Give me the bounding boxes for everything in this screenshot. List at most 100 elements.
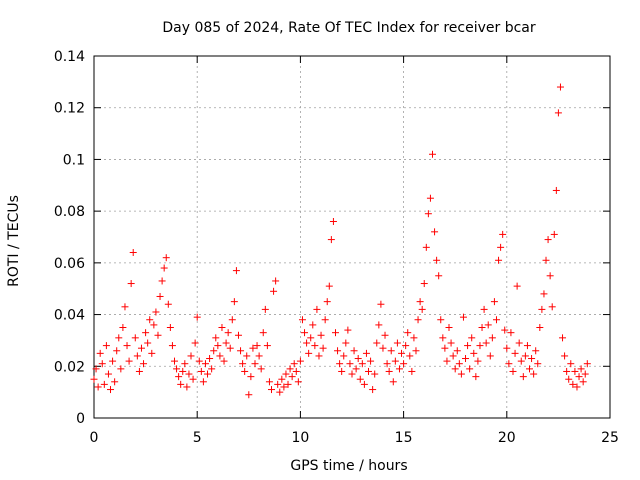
data-point bbox=[156, 292, 164, 300]
data-point bbox=[548, 303, 556, 311]
data-point bbox=[286, 365, 294, 373]
data-point bbox=[470, 349, 478, 357]
data-point bbox=[96, 349, 104, 357]
data-point bbox=[420, 280, 428, 288]
data-point bbox=[191, 339, 199, 347]
data-point bbox=[109, 357, 117, 365]
data-point bbox=[107, 386, 115, 394]
data-point bbox=[208, 365, 216, 373]
data-point bbox=[170, 357, 178, 365]
data-point bbox=[441, 344, 449, 352]
data-point bbox=[187, 352, 195, 360]
data-point bbox=[538, 305, 546, 313]
data-point bbox=[466, 365, 474, 373]
data-point bbox=[144, 339, 152, 347]
data-point bbox=[426, 194, 434, 202]
data-point bbox=[220, 357, 228, 365]
data-point bbox=[222, 339, 230, 347]
data-point bbox=[290, 360, 298, 368]
data-point bbox=[307, 334, 315, 342]
data-point bbox=[336, 360, 344, 368]
data-point bbox=[121, 303, 129, 311]
data-point bbox=[362, 349, 370, 357]
data-point bbox=[150, 321, 158, 329]
data-point bbox=[497, 243, 505, 251]
data-point bbox=[387, 347, 395, 355]
data-point bbox=[234, 331, 242, 339]
data-point bbox=[261, 305, 269, 313]
data-point bbox=[369, 386, 377, 394]
data-point bbox=[404, 329, 412, 337]
data-point bbox=[162, 254, 170, 262]
data-point bbox=[575, 373, 583, 381]
chart-title: Day 085 of 2024, Rate Of TEC Index for r… bbox=[162, 20, 536, 36]
data-point bbox=[412, 347, 420, 355]
data-point bbox=[453, 347, 461, 355]
data-point bbox=[559, 334, 567, 342]
data-point bbox=[224, 329, 232, 337]
y-axis-label: ROTI / TECUs bbox=[6, 195, 22, 287]
data-point bbox=[158, 277, 166, 285]
data-point bbox=[462, 355, 470, 363]
data-point bbox=[214, 342, 222, 350]
data-point bbox=[247, 373, 255, 381]
data-point bbox=[550, 230, 558, 238]
data-point bbox=[338, 367, 346, 375]
data-point bbox=[546, 272, 554, 280]
data-point bbox=[536, 324, 544, 331]
data-point bbox=[201, 360, 209, 368]
data-point bbox=[348, 370, 356, 378]
data-point bbox=[212, 334, 220, 342]
data-point bbox=[400, 360, 408, 368]
data-point bbox=[315, 352, 323, 360]
data-point bbox=[317, 331, 325, 339]
data-point bbox=[393, 339, 401, 347]
data-point bbox=[422, 243, 430, 251]
data-point bbox=[253, 342, 261, 350]
data-point bbox=[410, 334, 418, 342]
data-points bbox=[90, 83, 591, 399]
data-point bbox=[563, 367, 571, 375]
data-point bbox=[447, 339, 455, 347]
data-point bbox=[284, 380, 292, 388]
data-point bbox=[552, 186, 560, 194]
data-point bbox=[472, 373, 480, 381]
data-point bbox=[255, 352, 263, 360]
data-point bbox=[375, 321, 383, 329]
data-point bbox=[486, 352, 494, 360]
data-point bbox=[519, 373, 527, 381]
data-point bbox=[311, 342, 319, 350]
data-point bbox=[166, 324, 174, 331]
x-tick-labels: 0 5 10 15 20 25 bbox=[90, 430, 619, 446]
data-point bbox=[282, 370, 290, 378]
y-tick-label: 0.12 bbox=[54, 101, 85, 117]
data-point bbox=[358, 360, 366, 368]
data-point bbox=[278, 375, 286, 383]
data-point bbox=[377, 300, 385, 308]
data-point bbox=[115, 334, 123, 342]
data-point bbox=[398, 349, 406, 357]
data-point bbox=[478, 324, 486, 331]
data-point bbox=[183, 383, 191, 391]
data-point bbox=[499, 230, 507, 238]
data-point bbox=[424, 210, 432, 218]
data-point bbox=[389, 378, 397, 386]
data-point bbox=[373, 339, 381, 347]
data-point bbox=[232, 267, 240, 275]
data-point bbox=[451, 365, 459, 373]
data-point bbox=[142, 329, 150, 337]
data-point bbox=[503, 344, 511, 352]
data-point bbox=[251, 360, 259, 368]
data-point bbox=[443, 357, 451, 365]
data-point bbox=[119, 324, 127, 331]
x-tick-label: 15 bbox=[395, 430, 413, 446]
data-point bbox=[218, 324, 226, 331]
data-point bbox=[245, 391, 253, 399]
data-point bbox=[152, 308, 160, 316]
data-point bbox=[111, 378, 119, 386]
data-point bbox=[530, 370, 538, 378]
data-point bbox=[449, 352, 457, 360]
data-point bbox=[146, 316, 154, 324]
